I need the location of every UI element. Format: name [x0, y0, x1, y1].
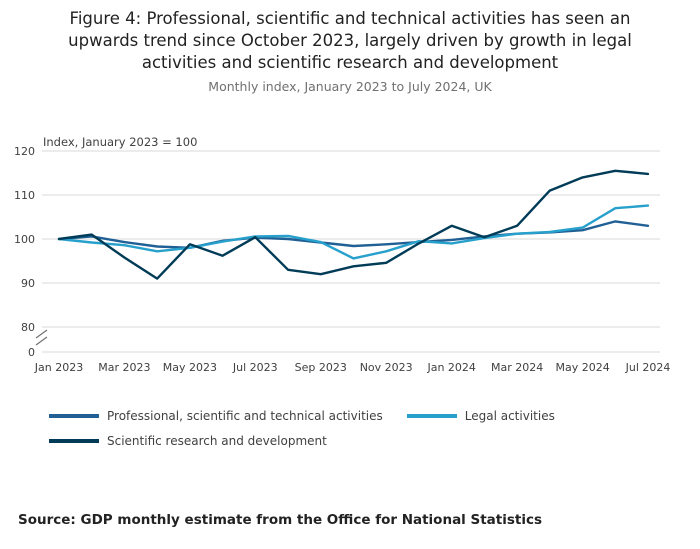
y-axis-note: Index, January 2023 = 100 — [43, 135, 198, 149]
x-tick-label: Jul 2024 — [625, 361, 671, 374]
line-chart: 0 80 90 100 110 120 Jan 2023 Mar 2023 May 2023 Ju… — [14, 145, 671, 374]
legend-swatch-line — [49, 439, 99, 443]
x-tick-label: May 2023 — [163, 361, 217, 374]
legend-swatch-line — [406, 414, 457, 418]
y-tick-label: 120 — [14, 145, 35, 158]
legend-swatch-line — [49, 414, 99, 418]
figure-title: Figure 4: Professional, scientific and t… — [68, 9, 632, 72]
x-tick-label: Sep 2023 — [295, 361, 347, 374]
y-tick-label: 100 — [14, 233, 35, 246]
series-line-professional-scientific-and-technical-activities — [57, 220, 650, 250]
x-tick-label: Mar 2023 — [98, 361, 150, 374]
axis-break-mark — [35, 336, 48, 346]
y-tick-label: 110 — [14, 189, 35, 202]
legend-label: Professional, scientific and technical a… — [107, 409, 383, 423]
x-tick-label: Mar 2024 — [491, 361, 543, 374]
legend-item: Scientific research and development — [49, 434, 327, 448]
figure-subtitle: Monthly index, January 2023 to July 2024… — [208, 79, 492, 94]
series-line-scientific-research-and-development — [57, 169, 650, 280]
legend-item: Professional, scientific and technical a… — [49, 409, 383, 423]
source-note: Source: GDP monthly estimate from the Of… — [18, 512, 543, 528]
x-tick-label: Nov 2023 — [360, 361, 413, 374]
x-tick-label: Jul 2023 — [232, 361, 278, 374]
legend: Professional, scientific and technical a… — [49, 409, 664, 448]
y-tick-label: 0 — [28, 346, 35, 359]
x-tick-label: Jan 2024 — [426, 361, 475, 374]
legend-label: Scientific research and development — [107, 434, 327, 448]
x-tick-label: May 2024 — [555, 361, 609, 374]
legend-item: Legal activities — [406, 409, 555, 423]
y-tick-label: 90 — [21, 277, 35, 290]
axis-break-mark — [35, 329, 48, 339]
y-tick-label: 80 — [21, 321, 35, 334]
series-line-legal-activities — [57, 204, 650, 260]
legend-label: Legal activities — [464, 409, 555, 423]
x-tick-label: Jan 2023 — [34, 361, 83, 374]
